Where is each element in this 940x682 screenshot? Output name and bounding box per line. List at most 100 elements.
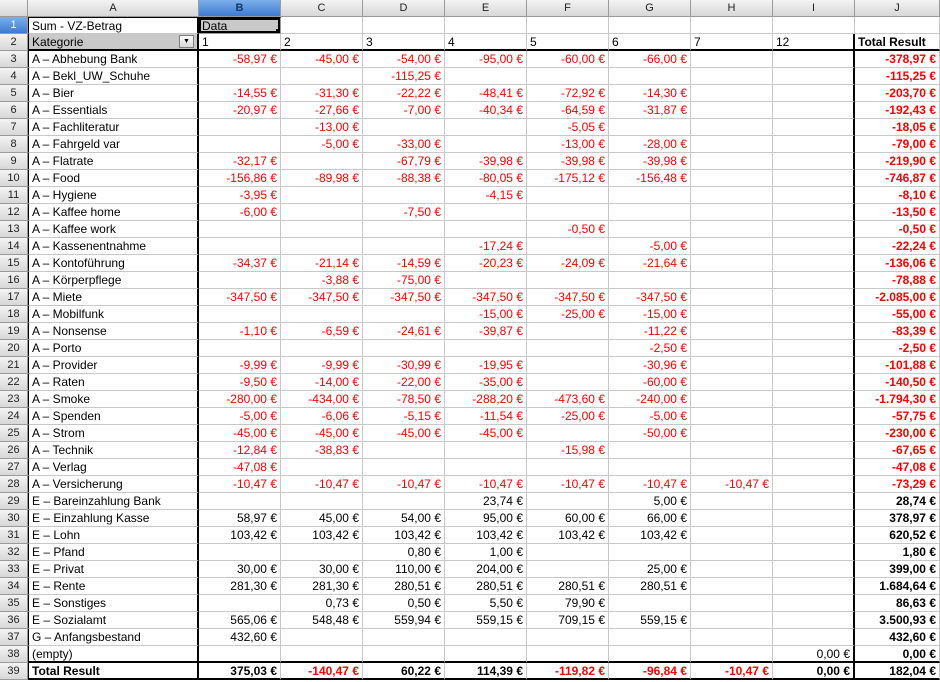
cell-I18[interactable] [773, 306, 855, 323]
cell-J32[interactable]: 1,80 € [855, 544, 940, 561]
cell-D6[interactable]: -7,00 € [363, 102, 445, 119]
cell-A3[interactable]: A – Abhebung Bank [28, 51, 199, 68]
col-header-D[interactable]: D [363, 0, 445, 17]
cell-A7[interactable]: A – Fachliteratur [28, 119, 199, 136]
cell-A38[interactable]: (empty) [28, 646, 199, 663]
cell-B37[interactable]: 432,60 € [199, 629, 281, 646]
cell-B25[interactable]: -45,00 € [199, 425, 281, 442]
cell-I8[interactable] [773, 136, 855, 153]
cell-A18[interactable]: A – Mobilfunk [28, 306, 199, 323]
cell-I29[interactable] [773, 493, 855, 510]
row-header-16[interactable]: 16 [0, 272, 28, 289]
cell-J34[interactable]: 1.684,64 € [855, 578, 940, 595]
cell-B4[interactable] [199, 68, 281, 85]
cell-B23[interactable]: -280,00 € [199, 391, 281, 408]
row-header-25[interactable]: 25 [0, 425, 28, 442]
row-header-38[interactable]: 38 [0, 646, 28, 663]
row-header-32[interactable]: 32 [0, 544, 28, 561]
cell-E14[interactable]: -17,24 € [445, 238, 527, 255]
cell-E24[interactable]: -11,54 € [445, 408, 527, 425]
cell-A16[interactable]: A – Körperpflege [28, 272, 199, 289]
cell-A6[interactable]: A – Essentials [28, 102, 199, 119]
cell-I25[interactable] [773, 425, 855, 442]
row-header-30[interactable]: 30 [0, 510, 28, 527]
cell-E26[interactable] [445, 442, 527, 459]
cell-F33[interactable] [527, 561, 609, 578]
cell-G36[interactable]: 559,15 € [609, 612, 691, 629]
cell-J5[interactable]: -203,70 € [855, 85, 940, 102]
cell-F29[interactable] [527, 493, 609, 510]
row-header-6[interactable]: 6 [0, 102, 28, 119]
cell-J36[interactable]: 3.500,93 € [855, 612, 940, 629]
cell-J22[interactable]: -140,50 € [855, 374, 940, 391]
cell-B32[interactable] [199, 544, 281, 561]
cell-C38[interactable] [281, 646, 363, 663]
cell-F5[interactable]: -72,92 € [527, 85, 609, 102]
cell-F12[interactable] [527, 204, 609, 221]
row-header-15[interactable]: 15 [0, 255, 28, 272]
cell-F8[interactable]: -13,00 € [527, 136, 609, 153]
cell-D21[interactable]: -30,99 € [363, 357, 445, 374]
cell-A36[interactable]: E – Sozialamt [28, 612, 199, 629]
cell-D18[interactable] [363, 306, 445, 323]
row-header-17[interactable]: 17 [0, 289, 28, 306]
cell-J28[interactable]: -73,29 € [855, 476, 940, 493]
cell-J13[interactable]: -0,50 € [855, 221, 940, 238]
cell-A19[interactable]: A – Nonsense [28, 323, 199, 340]
cell-H5[interactable] [691, 85, 773, 102]
row-header-26[interactable]: 26 [0, 442, 28, 459]
cell-F21[interactable] [527, 357, 609, 374]
row-header-3[interactable]: 3 [0, 51, 28, 68]
cell-D37[interactable] [363, 629, 445, 646]
cell-D2[interactable]: 3 [363, 34, 445, 51]
cell-C7[interactable]: -13,00 € [281, 119, 363, 136]
cell-C6[interactable]: -27,66 € [281, 102, 363, 119]
cell-D32[interactable]: 0,80 € [363, 544, 445, 561]
cell-E13[interactable] [445, 221, 527, 238]
cell-G10[interactable]: -156,48 € [609, 170, 691, 187]
cell-G18[interactable]: -15,00 € [609, 306, 691, 323]
cell-A14[interactable]: A – Kassenentnahme [28, 238, 199, 255]
cell-I7[interactable] [773, 119, 855, 136]
col-header-G[interactable]: G [609, 0, 691, 17]
cell-J16[interactable]: -78,88 € [855, 272, 940, 289]
cell-A20[interactable]: A – Porto [28, 340, 199, 357]
cell-B6[interactable]: -20,97 € [199, 102, 281, 119]
col-header-I[interactable]: I [773, 0, 855, 17]
cell-J35[interactable]: 86,63 € [855, 595, 940, 612]
cell-D16[interactable]: -75,00 € [363, 272, 445, 289]
cell-D8[interactable]: -33,00 € [363, 136, 445, 153]
cell-J19[interactable]: -83,39 € [855, 323, 940, 340]
cell-G29[interactable]: 5,00 € [609, 493, 691, 510]
cell-G35[interactable] [609, 595, 691, 612]
cell-C2[interactable]: 2 [281, 34, 363, 51]
cell-A10[interactable]: A – Food [28, 170, 199, 187]
cell-A35[interactable]: E – Sonstiges [28, 595, 199, 612]
row-header-7[interactable]: 7 [0, 119, 28, 136]
cell-I3[interactable] [773, 51, 855, 68]
cell-H7[interactable] [691, 119, 773, 136]
cell-E11[interactable]: -4,15 € [445, 187, 527, 204]
cell-B27[interactable]: -47,08 € [199, 459, 281, 476]
cell-D19[interactable]: -24,61 € [363, 323, 445, 340]
cell-D3[interactable]: -54,00 € [363, 51, 445, 68]
cell-B35[interactable] [199, 595, 281, 612]
cell-H20[interactable] [691, 340, 773, 357]
cell-A13[interactable]: A – Kaffee work [28, 221, 199, 238]
cell-B26[interactable]: -12,84 € [199, 442, 281, 459]
row-header-21[interactable]: 21 [0, 357, 28, 374]
cell-D7[interactable] [363, 119, 445, 136]
cell-G27[interactable] [609, 459, 691, 476]
cell-I28[interactable] [773, 476, 855, 493]
cell-H18[interactable] [691, 306, 773, 323]
cell-G17[interactable]: -347,50 € [609, 289, 691, 306]
col-header-J[interactable]: J [855, 0, 940, 17]
cell-I5[interactable] [773, 85, 855, 102]
cell-J20[interactable]: -2,50 € [855, 340, 940, 357]
cell-I31[interactable] [773, 527, 855, 544]
cell-J14[interactable]: -22,24 € [855, 238, 940, 255]
cell-E3[interactable]: -95,00 € [445, 51, 527, 68]
cell-D14[interactable] [363, 238, 445, 255]
cell-E34[interactable]: 280,51 € [445, 578, 527, 595]
cell-E2[interactable]: 4 [445, 34, 527, 51]
